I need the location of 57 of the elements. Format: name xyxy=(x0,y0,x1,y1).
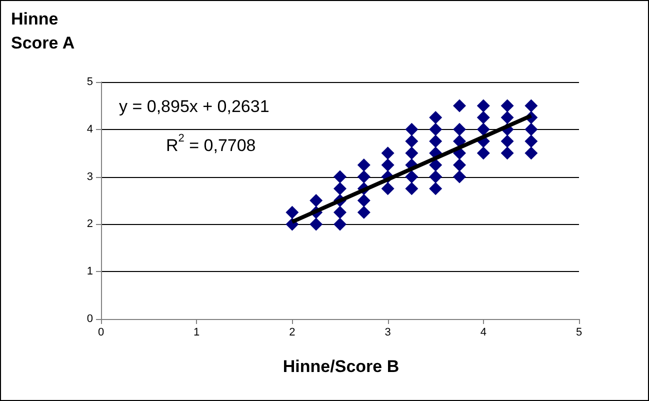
x-tick-label: 0 xyxy=(98,326,104,338)
x-tick-label: 5 xyxy=(576,326,582,338)
y-tick-label: 4 xyxy=(86,123,93,136)
point xyxy=(453,134,466,148)
point xyxy=(453,170,466,184)
point xyxy=(476,122,490,136)
y-tick-label: 1 xyxy=(86,266,93,278)
point xyxy=(453,158,466,172)
x-tick-label: 3 xyxy=(384,326,391,338)
y-tick-label: 0 xyxy=(86,313,93,325)
point xyxy=(381,182,394,196)
point xyxy=(334,218,346,231)
point xyxy=(310,194,323,207)
point xyxy=(310,218,323,231)
point xyxy=(524,122,538,136)
x-axis-title: Hinne/Score B xyxy=(282,357,400,376)
point xyxy=(429,122,442,136)
x-tick-label: 2 xyxy=(289,326,296,338)
y-axis-title: Hinne Score A xyxy=(11,10,75,52)
point xyxy=(524,99,538,112)
point xyxy=(334,170,346,184)
point xyxy=(405,146,418,160)
point xyxy=(476,146,490,160)
point xyxy=(524,134,538,148)
point xyxy=(405,134,418,148)
annotation: y = 0,895x + 0,2631 xyxy=(119,97,270,116)
point xyxy=(476,111,490,124)
point xyxy=(500,134,514,148)
point xyxy=(381,158,394,172)
y-tick-label: 5 xyxy=(86,76,93,88)
point xyxy=(453,122,466,136)
y-tick-label: 2 xyxy=(86,218,93,230)
point xyxy=(357,170,370,184)
point xyxy=(381,146,394,160)
point xyxy=(357,158,370,172)
point xyxy=(500,146,514,160)
point xyxy=(500,99,514,112)
point xyxy=(357,206,370,219)
point xyxy=(429,158,442,172)
x-tick-label: 4 xyxy=(480,326,486,338)
point xyxy=(476,99,490,112)
point xyxy=(500,111,514,124)
point xyxy=(334,206,346,219)
point xyxy=(405,182,418,196)
point xyxy=(524,146,538,160)
point xyxy=(286,206,299,219)
y-tick-label: 3 xyxy=(86,170,93,183)
x-tick-label: 1 xyxy=(194,326,200,338)
point xyxy=(429,134,442,148)
point xyxy=(405,122,418,136)
point xyxy=(334,182,346,196)
point xyxy=(429,111,442,124)
point xyxy=(453,99,466,112)
point xyxy=(429,170,442,184)
point xyxy=(357,194,370,207)
point xyxy=(405,170,418,184)
point xyxy=(429,182,442,196)
